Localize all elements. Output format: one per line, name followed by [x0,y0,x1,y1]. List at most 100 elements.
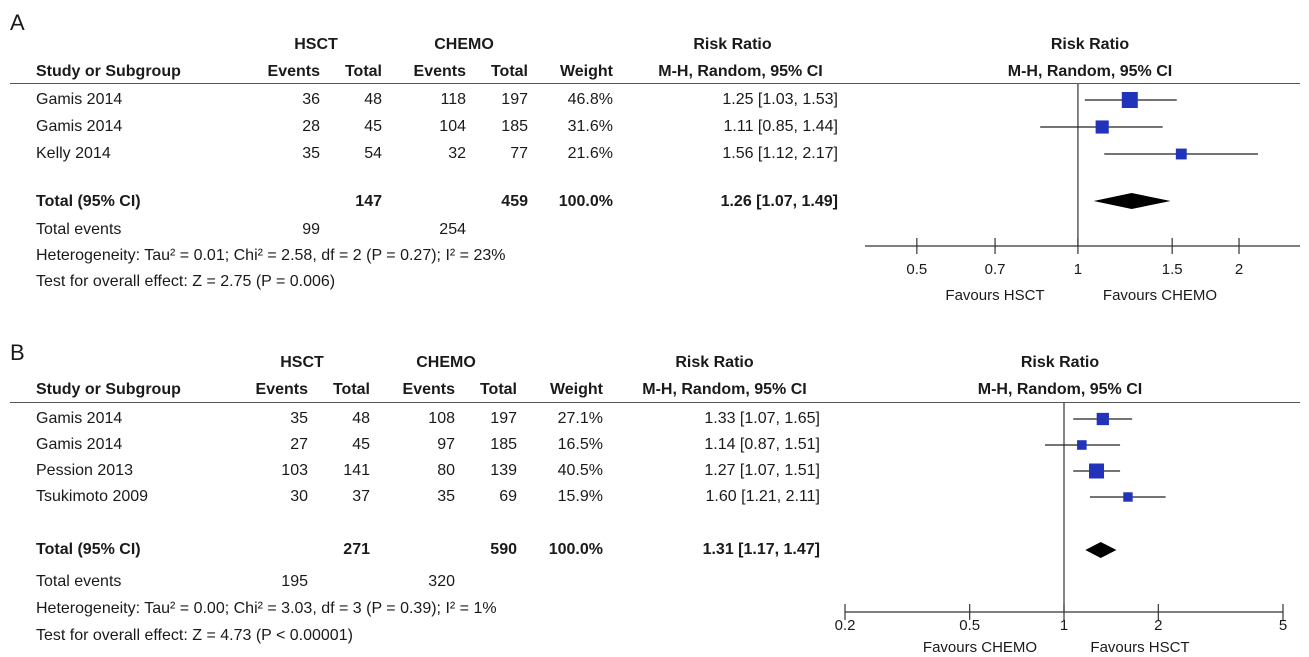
total-1: 48 [364,91,382,108]
group-header-chemo: CHEMO [416,354,476,371]
total-weight: 100.0% [548,541,603,558]
total-events-label: Total events [36,573,122,590]
total-ci-text: 1.26 [1.07, 1.49] [720,193,838,210]
total-2: 69 [499,488,517,505]
forest-plot-svg: 0.5 0.7 1 1.5 2 Favours HSCT Favours CHEMO [865,84,1300,304]
forest-plot-svg: 0.2 0.5 1 2 5 Favours CHEMO Favours HSCT [835,403,1287,656]
tick-label: 2 [1154,617,1162,634]
effect-square [1095,120,1109,134]
study-name: Gamis 2014 [36,410,123,427]
tick-label: 1 [1074,261,1082,278]
weight: 46.8% [567,91,613,108]
tick-label: 1.5 [1162,261,1183,278]
total-2: 139 [490,462,517,479]
total-events-1: 99 [302,221,320,238]
col-study: Study or Subgroup [36,381,181,398]
total-ci-text: 1.31 [1.17, 1.47] [702,541,820,558]
total-events-2: 320 [428,573,455,590]
weight: 21.6% [567,145,613,162]
col-total-1: Total [332,381,370,398]
events-1: 35 [302,145,320,162]
plot-subheader: M-H, Random, 95% CI [977,381,1143,398]
group-header-chemo: CHEMO [434,36,494,53]
total-weight: 100.0% [558,193,613,210]
ci-text: 1.11 [0.85, 1.44] [723,118,838,135]
plot-header: Risk Ratio [1050,36,1130,53]
overall-effect-text: Test for overall effect: Z = 2.75 (P = 0… [36,273,336,290]
events-1: 27 [290,436,308,453]
weight: 16.5% [557,436,603,453]
study-name: Tsukimoto 2009 [36,488,149,505]
col-study: Study or Subgroup [36,63,181,80]
plot-header-rule [836,402,1300,403]
rr-header: Risk Ratio [675,354,754,371]
group-header-hsct: HSCT [280,354,324,371]
favours-right-label: Favours CHEMO [1103,287,1217,304]
tick-label: 1 [1060,617,1068,634]
pooled-diamond [1085,542,1117,558]
events-2: 104 [439,118,466,135]
overall-effect-text: Test for overall effect: Z = 4.73 (P < 0… [36,627,353,644]
ci-text: 1.33 [1.07, 1.65] [704,410,820,427]
events-2: 108 [428,410,455,427]
plot-header-rule [852,83,1300,84]
favours-left-label: Favours HSCT [945,287,1044,304]
total-2: 185 [501,118,528,135]
group-header-hsct: HSCT [294,36,338,53]
total-n-2: 590 [490,541,517,558]
col-weight: Weight [559,63,613,80]
total-n-2: 459 [501,193,528,210]
total-events-2: 254 [439,221,466,238]
favours-right-label: Favours HSCT [1090,639,1189,656]
effect-square [1121,92,1138,108]
ci-text: 1.25 [1.03, 1.53] [722,91,838,108]
study-name: Kelly 2014 [36,145,111,162]
ci-text: 1.27 [1.07, 1.51] [704,462,820,479]
total-1: 141 [343,462,370,479]
total-label: Total (95% CI) [36,541,141,558]
weight: 40.5% [557,462,603,479]
total-1: 45 [364,118,382,135]
total-2: 197 [490,410,517,427]
total-1: 54 [364,145,382,162]
total-2: 185 [490,436,517,453]
study-name: Gamis 2014 [36,436,123,453]
events-1: 36 [302,91,320,108]
effect-square [1175,148,1187,160]
header-rule [10,402,836,403]
ci-text: 1.56 [1.12, 2.17] [722,145,838,162]
col-total-1: Total [344,63,382,80]
pooled-diamond [1093,193,1171,209]
col-weight: Weight [549,381,603,398]
favours-left-label: Favours CHEMO [923,639,1037,656]
events-1: 28 [302,118,320,135]
forest-plot-b: B HSCT CHEMO Risk Ratio Study or Subgrou… [0,330,1309,657]
tick-label: 2 [1235,261,1243,278]
tick-label: 0.5 [959,617,980,634]
events-1: 103 [281,462,308,479]
total-2: 77 [510,145,528,162]
tick-label: 5 [1279,617,1287,634]
ci-text: 1.14 [0.87, 1.51] [704,436,820,453]
col-events-1: Events [267,63,320,80]
col-ci: M-H, Random, 95% CI [642,381,807,398]
header-rule [10,83,852,84]
total-events-label: Total events [36,221,122,238]
heterogeneity-text: Heterogeneity: Tau² = 0.01; Chi² = 2.58,… [36,247,506,264]
col-ci: M-H, Random, 95% CI [658,63,823,80]
weight: 27.1% [557,410,603,427]
forest-plot-a: A HSCT CHEMO Risk Ratio Study or Subgrou… [0,0,1309,320]
col-events-2: Events [413,63,466,80]
panel-label: A [10,10,25,35]
tick-label: 0.5 [906,261,927,278]
weight: 15.9% [557,488,603,505]
study-name: Gamis 2014 [36,91,123,108]
rr-header: Risk Ratio [693,36,772,53]
effect-square [1123,492,1133,502]
events-2: 80 [437,462,455,479]
events-2: 32 [448,145,466,162]
events-2: 35 [437,488,455,505]
plot-header: Risk Ratio [1020,354,1100,371]
total-1: 48 [352,410,370,427]
col-total-2: Total [479,381,517,398]
